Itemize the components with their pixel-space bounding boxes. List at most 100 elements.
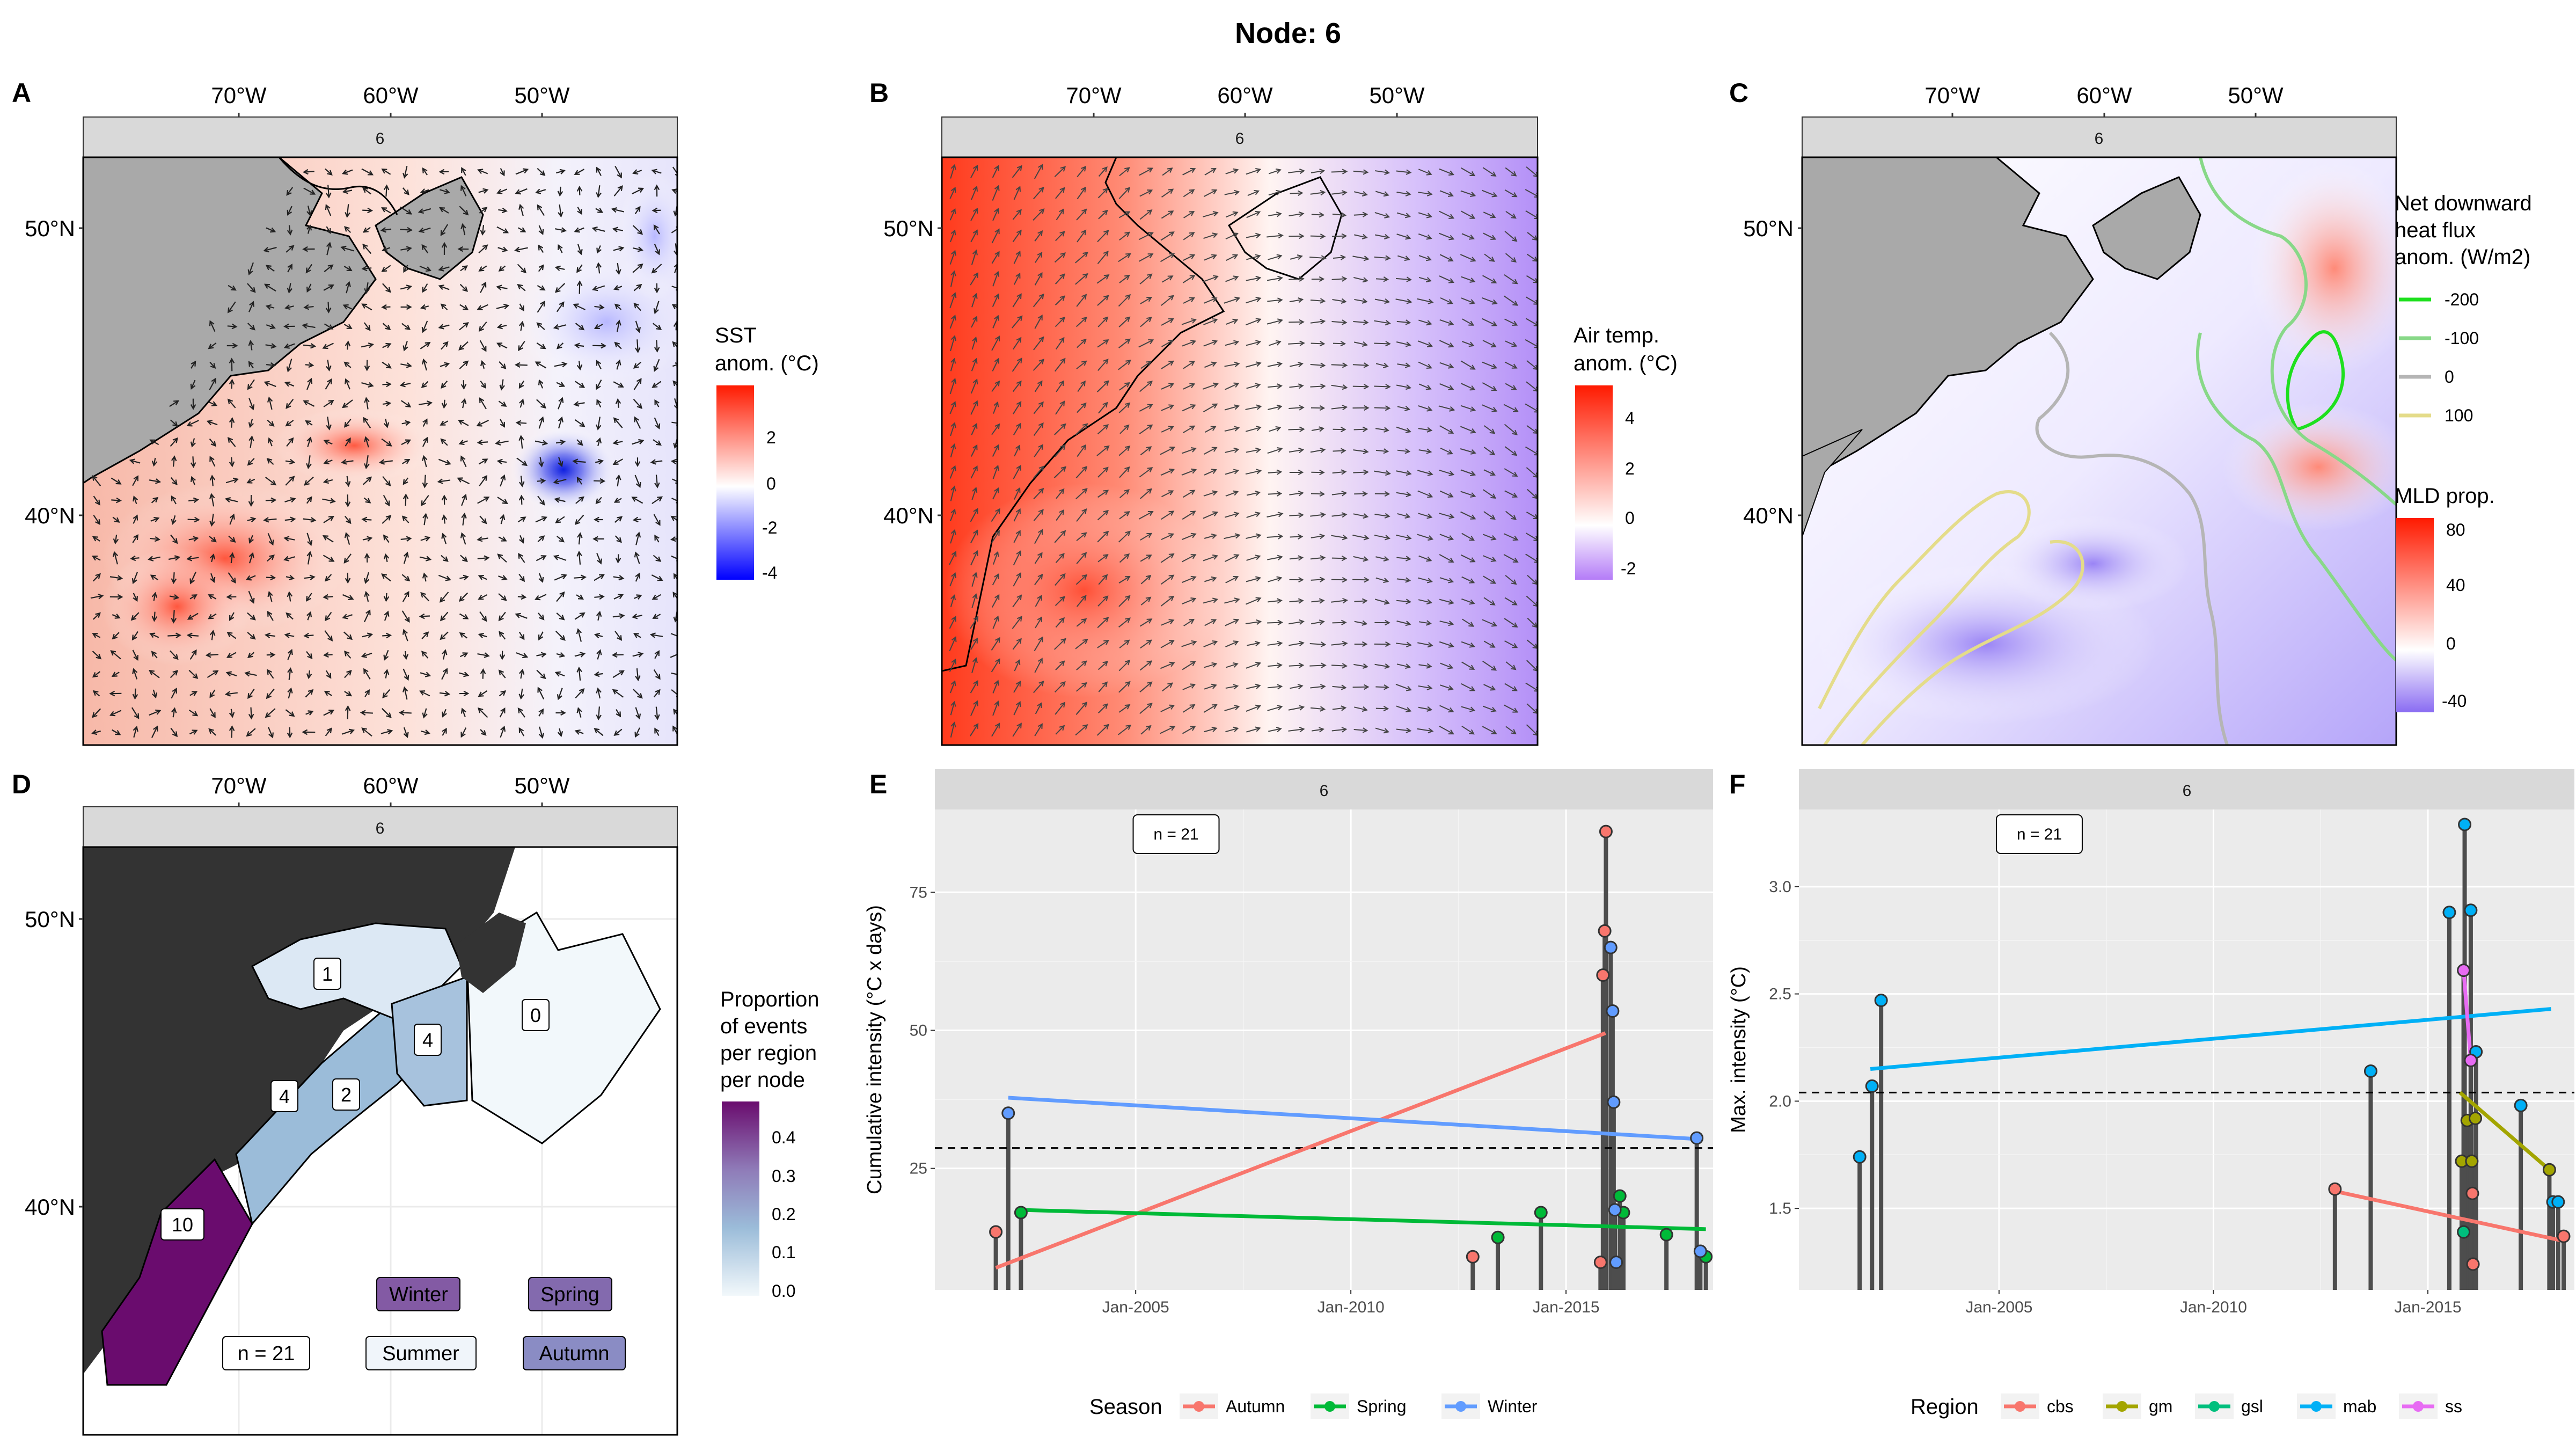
flux-key-label: -200 bbox=[2445, 290, 2479, 309]
legend-label: ss bbox=[2445, 1397, 2462, 1416]
data-point bbox=[1875, 995, 1887, 1006]
lon-tick: 70°W bbox=[1066, 83, 1122, 108]
data-point bbox=[1594, 1257, 1606, 1268]
colorbar-tick: 0 bbox=[2446, 634, 2456, 653]
legend-title: Season bbox=[1089, 1395, 1162, 1419]
data-point bbox=[1866, 1080, 1878, 1092]
x-tick-label: Jan-2005 bbox=[1965, 1298, 2032, 1316]
y-tick-label: 50 bbox=[910, 1021, 927, 1039]
legend-key-point bbox=[2117, 1401, 2127, 1412]
region-label: 1 bbox=[322, 963, 333, 985]
legend-title-line: anom. (W/m2) bbox=[2395, 245, 2530, 269]
lon-tick: 60°W bbox=[363, 773, 419, 798]
legend-label: Autumn bbox=[1226, 1397, 1285, 1416]
data-point bbox=[2458, 1226, 2470, 1238]
y-tick-label: 1.5 bbox=[1769, 1200, 1791, 1217]
lon-tick: 70°W bbox=[1924, 83, 1980, 108]
flux-key-label: 100 bbox=[2445, 406, 2473, 425]
legend-title-line: Air temp. bbox=[1574, 324, 1659, 347]
legend-title-line: anom. (°C) bbox=[715, 352, 819, 375]
data-point bbox=[1600, 826, 1612, 837]
colorbar-tick: -4 bbox=[762, 563, 777, 582]
data-point bbox=[2466, 1155, 2478, 1167]
data-point bbox=[2459, 819, 2471, 830]
panel-letter-b: B bbox=[869, 78, 889, 108]
data-point bbox=[2552, 1196, 2564, 1208]
data-point bbox=[990, 1226, 1002, 1238]
legend-title-line: Net downward bbox=[2395, 192, 2532, 215]
data-point bbox=[2470, 1112, 2482, 1124]
colorbar-tick: 0 bbox=[766, 474, 776, 493]
lon-tick: 70°W bbox=[211, 83, 267, 108]
data-point bbox=[1597, 969, 1609, 981]
panel-c: C 6 70°W 60°W 50°W bbox=[1729, 78, 2532, 745]
y-axis-title: Cumulative intensity (°C x days) bbox=[863, 905, 886, 1194]
sst-anomaly-map bbox=[83, 157, 698, 745]
colorbar-tick: 4 bbox=[1625, 408, 1635, 428]
vector-arrow bbox=[1332, 236, 1346, 237]
x-tick-label: Jan-2015 bbox=[1532, 1298, 1599, 1316]
y-tick-label: 3.0 bbox=[1769, 878, 1791, 896]
data-point bbox=[2515, 1099, 2527, 1111]
colorbar-tick: -2 bbox=[1621, 559, 1636, 578]
lat-tick: 40°N bbox=[25, 1194, 75, 1220]
lon-tick: 60°W bbox=[2076, 83, 2132, 108]
vector-arrow bbox=[1289, 665, 1303, 666]
lon-axis-a: 70°W 60°W 50°W bbox=[211, 83, 570, 117]
panel-letter-a: A bbox=[12, 78, 31, 108]
legend-title: Region bbox=[1911, 1395, 1979, 1419]
colorbar-a bbox=[716, 385, 754, 580]
data-point bbox=[1660, 1229, 1672, 1241]
data-point bbox=[1467, 1251, 1479, 1263]
legend-a: SST anom. (°C) 2 0 -2 -4 bbox=[715, 324, 819, 582]
legend-d: Proportion of events per region per node… bbox=[720, 988, 819, 1301]
lon-tick: 50°W bbox=[2228, 83, 2284, 108]
region-map: 1 4 0 4 2 10 Winter Spring Summer bbox=[83, 847, 677, 1435]
vector-arrow bbox=[1353, 386, 1368, 387]
n-label: n = 21 bbox=[1153, 826, 1198, 843]
legend-key-point bbox=[2209, 1401, 2220, 1412]
lat-tick: 50°N bbox=[25, 216, 75, 241]
legend-title-line: MLD prop. bbox=[2395, 484, 2495, 508]
lat-axis-d: 50°N 40°N bbox=[25, 907, 83, 1220]
strip-label-e: 6 bbox=[1320, 782, 1329, 800]
strip-label-f: 6 bbox=[2183, 782, 2192, 800]
colorbar-tick: 0.3 bbox=[772, 1166, 795, 1186]
legend-c: Net downward heat flux anom. (W/m2) -200… bbox=[2395, 192, 2532, 712]
lat-tick: 50°N bbox=[25, 907, 75, 932]
panel-d: D 6 1 4 0 4 bbox=[12, 769, 819, 1435]
data-point bbox=[2465, 904, 2477, 916]
data-point bbox=[1608, 1096, 1620, 1108]
vector-arrow bbox=[1374, 343, 1389, 344]
region-label: 0 bbox=[530, 1004, 541, 1026]
mld-heat-flux-map bbox=[1802, 157, 2420, 745]
data-point bbox=[1609, 1204, 1621, 1216]
y-axis-title: Max. intensity (°C) bbox=[1728, 966, 1750, 1133]
panel-b: B 6 70°W 60°W 50°W 50°N 40°N Air temp. bbox=[869, 78, 1678, 745]
legend-title-line: of events bbox=[720, 1015, 807, 1038]
colorbar-c bbox=[2396, 518, 2434, 712]
data-point bbox=[1605, 942, 1616, 953]
legend-b: Air temp. anom. (°C) 4 2 0 -2 bbox=[1574, 324, 1678, 580]
y-tick-label: 2.5 bbox=[1769, 986, 1791, 1003]
lat-tick: 40°N bbox=[25, 503, 75, 528]
legend-label: Winter bbox=[1488, 1397, 1538, 1416]
data-point bbox=[1854, 1151, 1865, 1163]
data-point bbox=[1535, 1207, 1547, 1218]
panel-a: A 6 70°W 60°W 50°W 50°N bbox=[12, 78, 819, 745]
legend-title-line: SST bbox=[715, 324, 757, 347]
data-point bbox=[1002, 1107, 1014, 1119]
vector-arrow bbox=[1331, 171, 1346, 172]
vector-arrow bbox=[1331, 364, 1347, 365]
colorbar-tick: 0.4 bbox=[772, 1128, 795, 1147]
lat-axis-c: 50°N 40°N bbox=[1743, 216, 1802, 528]
x-tick-label: Jan-2015 bbox=[2394, 1298, 2461, 1316]
colorbar-d bbox=[722, 1101, 759, 1296]
legend-title-line: Proportion bbox=[720, 988, 819, 1011]
data-point bbox=[1607, 1005, 1619, 1017]
colorbar-tick: 2 bbox=[766, 428, 776, 447]
lat-tick: 50°N bbox=[1743, 216, 1794, 241]
